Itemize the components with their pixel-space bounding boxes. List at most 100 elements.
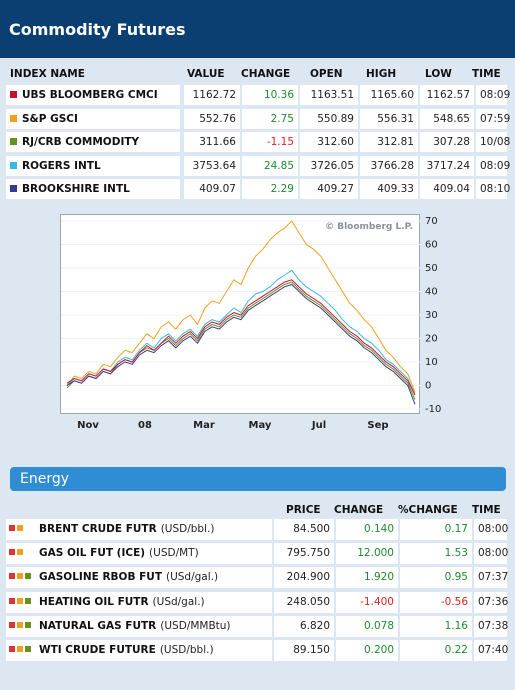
- series-line: [66, 279, 416, 396]
- energy-pct: 0.95: [400, 567, 472, 589]
- chart-watermark: © Bloomberg L.P.: [325, 222, 413, 232]
- index-name[interactable]: RJ/CRB COMMODITY: [6, 132, 180, 152]
- color-square-icon: [9, 549, 15, 556]
- x-tick-label: Mar: [193, 420, 215, 431]
- y-tick-label: -10: [425, 404, 441, 415]
- index-high: 409.33: [360, 179, 418, 199]
- energy-change: -1.400: [336, 591, 398, 613]
- index-name[interactable]: ROGERS INTL: [6, 155, 180, 176]
- col-value: VALUE: [187, 68, 225, 80]
- col-open: OPEN: [310, 68, 343, 80]
- energy-unit: (USD/bbl.): [160, 523, 215, 535]
- color-square-icon: [9, 573, 15, 580]
- y-tick-label: 50: [425, 263, 438, 274]
- energy-name[interactable]: BRENT CRUDE FUTR (USD/bbl.): [6, 519, 272, 540]
- energy-name-label: BRENT CRUDE FUTR: [39, 523, 157, 535]
- index-value: 3753.64: [184, 155, 240, 176]
- index-value: 409.07: [184, 179, 240, 199]
- energy-unit: (USD/MMBtu): [160, 619, 231, 632]
- index-name[interactable]: BROOKSHIRE INTL: [6, 179, 180, 199]
- energy-row[interactable]: NATURAL GAS FUTR (USD/MMBtu) 6.820 0.078 1.1…: [6, 615, 508, 637]
- energy-name-label: NATURAL GAS FUTR: [39, 619, 157, 632]
- index-row[interactable]: UBS BLOOMBERG CMCI 1162.72 10.36 1163.51 116…: [6, 85, 510, 105]
- energy-pct: 0.17: [400, 519, 472, 540]
- index-low: 307.28: [420, 132, 474, 152]
- energy-time: 07:38: [474, 615, 508, 637]
- index-change: -1.15: [242, 132, 298, 152]
- y-tick-label: 10: [425, 357, 438, 368]
- series-swatch: [10, 185, 17, 192]
- col-index-name: INDEX NAME: [10, 68, 85, 80]
- energy-unit: (USD/MT): [149, 547, 199, 560]
- index-open: 3726.05: [300, 155, 358, 176]
- energy-change: 12.000: [336, 543, 398, 565]
- energy-price: 248.050: [274, 591, 334, 613]
- energy-name-label: GASOLINE RBOB FUT: [39, 571, 162, 584]
- page-title: Commodity Futures: [9, 20, 186, 39]
- energy-name[interactable]: GASOLINE RBOB FUT (USd/gal.): [6, 567, 272, 589]
- color-square-icon: [25, 597, 31, 604]
- x-tick-label: 08: [138, 420, 152, 431]
- index-row[interactable]: BROOKSHIRE INTL 409.07 2.29 409.27 409.33 409…: [6, 179, 510, 199]
- series-swatch: [10, 91, 17, 98]
- energy-row[interactable]: GAS OIL FUT (ICE) (USD/MT) 795.750 12.000 1.…: [6, 543, 508, 565]
- color-square-icon: [25, 573, 31, 580]
- series-swatch: [10, 114, 17, 122]
- price-chart: © Bloomberg L.P.: [60, 214, 421, 414]
- col-change: CHANGE: [241, 68, 291, 80]
- index-low: 548.65: [420, 108, 474, 129]
- color-square-icon: [9, 597, 15, 604]
- index-row[interactable]: ROGERS INTL 3753.64 24.85 3726.05 3766.28 371…: [6, 155, 510, 176]
- index-name[interactable]: UBS BLOOMBERG CMCI: [6, 85, 180, 105]
- energy-time: 08:00: [474, 519, 508, 540]
- index-row[interactable]: RJ/CRB COMMODITY 311.66 -1.15 312.60 312.81 3…: [6, 132, 510, 152]
- energy-time: 07:37: [474, 567, 508, 589]
- index-change: 2.29: [242, 179, 298, 199]
- energy-row[interactable]: HEATING OIL FUTR (USd/gal.) 248.050 -1.400-…: [6, 591, 508, 613]
- col-energy-time: TIME: [472, 504, 501, 516]
- color-square-icon: [9, 621, 15, 628]
- index-open: 312.60: [300, 132, 358, 152]
- energy-pct: 1.16: [400, 615, 472, 637]
- energy-change: 1.920: [336, 567, 398, 589]
- energy-section-header[interactable]: Energy: [10, 467, 506, 491]
- y-tick-label: 60: [425, 240, 438, 251]
- energy-pct: 1.53: [400, 543, 472, 565]
- col-pct-change: %CHANGE: [398, 504, 458, 516]
- energy-name[interactable]: WTI CRUDE FUTURE (USD/bbl.): [6, 640, 272, 661]
- y-tick-label: 0: [425, 381, 431, 392]
- index-name-label: RJ/CRB COMMODITY: [22, 136, 140, 148]
- index-name[interactable]: S&P GSCI: [6, 108, 180, 129]
- chart-svg: © Bloomberg L.P.: [61, 220, 421, 410]
- color-square-icon: [9, 646, 15, 652]
- color-square-icon: [17, 646, 23, 652]
- y-tick-label: 40: [425, 287, 438, 298]
- index-time: 08:10: [476, 179, 510, 199]
- index-name-label: S&P GSCI: [22, 112, 78, 125]
- energy-pct: 0.22: [400, 640, 472, 661]
- energy-unit: (USD/bbl.): [159, 644, 214, 656]
- energy-change: 0.200: [336, 640, 398, 661]
- energy-time: 08:00: [474, 543, 508, 565]
- index-high: 556.31: [360, 108, 418, 129]
- series-line: [66, 269, 416, 396]
- energy-row[interactable]: GASOLINE RBOB FUT (USd/gal.) 204.900 1.920 0…: [6, 567, 508, 589]
- energy-name[interactable]: HEATING OIL FUTR (USd/gal.): [6, 591, 272, 613]
- index-row[interactable]: S&P GSCI 552.76 2.75 550.89 556.31 548.65 07:5…: [6, 108, 510, 129]
- content-panel: INDEX NAME VALUE CHANGE OPEN HIGH LOW TI…: [0, 58, 515, 690]
- series-line: [66, 283, 416, 405]
- index-open: 409.27: [300, 179, 358, 199]
- energy-name[interactable]: NATURAL GAS FUTR (USD/MMBtu): [6, 615, 272, 637]
- index-high: 1165.60: [360, 85, 418, 105]
- index-name-label: ROGERS INTL: [22, 159, 101, 172]
- energy-row[interactable]: BRENT CRUDE FUTR (USD/bbl.) 84.500 0.140 0.1…: [6, 519, 508, 540]
- energy-name[interactable]: GAS OIL FUT (ICE) (USD/MT): [6, 543, 272, 565]
- x-tick-label: May: [249, 420, 272, 431]
- y-tick-label: 30: [425, 310, 438, 321]
- color-square-icon: [9, 525, 15, 531]
- energy-row[interactable]: WTI CRUDE FUTURE (USD/bbl.) 89.150 0.200 0.2…: [6, 640, 508, 661]
- color-square-icon: [17, 597, 23, 604]
- energy-time: 07:36: [474, 591, 508, 613]
- index-low: 3717.24: [420, 155, 474, 176]
- col-energy-change: CHANGE: [334, 504, 384, 516]
